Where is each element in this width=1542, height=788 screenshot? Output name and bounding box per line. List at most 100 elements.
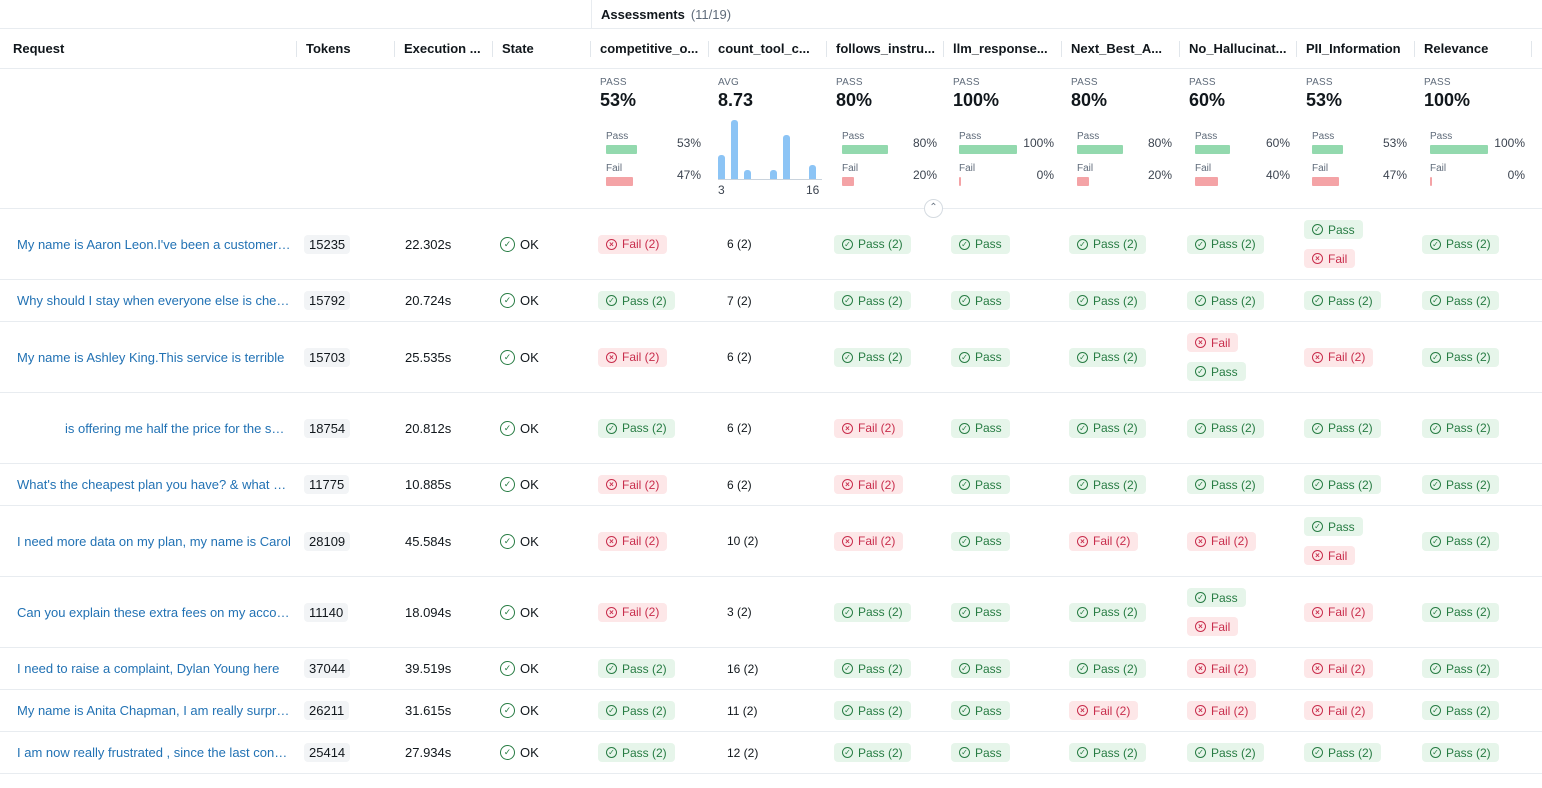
- pass-tag[interactable]: ✓ Pass (2): [598, 743, 675, 762]
- col-competitive-header[interactable]: competitive_o...: [591, 29, 709, 69]
- col-execution-header[interactable]: Execution ...: [395, 29, 493, 69]
- request-link[interactable]: What's the cheapest plan you have? & wha…: [17, 477, 291, 492]
- fail-tag[interactable]: × Fail: [1304, 546, 1356, 565]
- pass-tag[interactable]: ✓ Pass (2): [1069, 743, 1146, 762]
- col-request-header[interactable]: Request: [4, 29, 297, 69]
- pass-tag[interactable]: ✓ Pass (2): [1069, 291, 1146, 310]
- pass-tag[interactable]: ✓ Pass (2): [1422, 701, 1499, 720]
- col-relevance-header[interactable]: Relevance: [1415, 29, 1532, 69]
- pass-tag[interactable]: ✓ Pass (2): [598, 291, 675, 310]
- pass-tag[interactable]: ✓ Pass: [951, 418, 1010, 438]
- chevron-up-icon[interactable]: ⌃: [924, 199, 943, 218]
- pass-tag[interactable]: ✓ Pass (2): [1422, 234, 1499, 254]
- table-row[interactable]: I am now really frustrated , since the l…: [0, 732, 1542, 774]
- pass-tag[interactable]: ✓ Pass (2): [1069, 347, 1146, 367]
- col-llm-response-header[interactable]: llm_response...: [944, 29, 1062, 69]
- pass-tag[interactable]: ✓ Pass: [951, 475, 1010, 494]
- pass-tag[interactable]: ✓ Pass (2): [834, 234, 911, 254]
- table-row[interactable]: My name is Ashley King.This service is t…: [0, 322, 1542, 393]
- pass-tag[interactable]: ✓ Pass (2): [1422, 291, 1499, 310]
- table-row[interactable]: [0, 774, 1542, 788]
- pass-tag[interactable]: ✓ Pass: [1304, 517, 1363, 536]
- fail-tag[interactable]: × Fail (2): [1187, 701, 1257, 720]
- pass-tag[interactable]: ✓ Pass (2): [1422, 347, 1499, 367]
- pass-tag[interactable]: ✓ Pass: [951, 743, 1010, 762]
- fail-tag[interactable]: × Fail (2): [598, 234, 668, 254]
- fail-tag[interactable]: × Fail (2): [1304, 347, 1374, 367]
- request-link[interactable]: Why should I stay when everyone else is …: [17, 293, 291, 308]
- col-next-best-header[interactable]: Next_Best_A...: [1062, 29, 1180, 69]
- request-link[interactable]: is offering me half the price for the sa…: [65, 420, 291, 436]
- request-link[interactable]: My name is Ashley King.This service is t…: [17, 349, 285, 365]
- table-row[interactable]: Can you explain these extra fees on my a…: [0, 577, 1542, 648]
- col-follows-header[interactable]: follows_instru...: [827, 29, 944, 69]
- request-link[interactable]: My name is Aaron Leon.I've been a custom…: [17, 236, 291, 252]
- request-link[interactable]: I need more data on my plan, my name is …: [17, 533, 291, 549]
- table-row[interactable]: I need more data on my plan, my name is …: [0, 506, 1542, 577]
- pass-tag[interactable]: ✓ Pass (2): [1422, 475, 1499, 494]
- table-row[interactable]: My name is Anita Chapman, I am really su…: [0, 690, 1542, 732]
- fail-tag[interactable]: × Fail (2): [834, 418, 904, 438]
- col-count-tool-header[interactable]: count_tool_c...: [709, 29, 827, 69]
- pass-tag[interactable]: ✓ Pass: [1187, 362, 1246, 381]
- pass-tag[interactable]: ✓ Pass: [951, 531, 1010, 551]
- request-link[interactable]: I am now really frustrated , since the l…: [17, 745, 291, 760]
- fail-tag[interactable]: × Fail (2): [1304, 701, 1374, 720]
- pass-tag[interactable]: ✓ Pass (2): [598, 418, 675, 438]
- pass-tag[interactable]: ✓ Pass (2): [834, 659, 911, 678]
- pass-tag[interactable]: ✓ Pass (2): [598, 659, 675, 678]
- table-row[interactable]: is offering me half the price for the sa…: [0, 393, 1542, 464]
- fail-tag[interactable]: × Fail (2): [1187, 531, 1257, 551]
- pass-tag[interactable]: ✓ Pass (2): [1187, 475, 1264, 494]
- fail-tag[interactable]: × Fail (2): [598, 531, 668, 551]
- request-link[interactable]: I need to raise a complaint, Dylan Young…: [17, 661, 280, 676]
- fail-tag[interactable]: × Fail (2): [598, 347, 668, 367]
- pass-tag[interactable]: ✓ Pass (2): [834, 602, 911, 622]
- pass-tag[interactable]: ✓ Pass (2): [1187, 418, 1264, 438]
- pass-tag[interactable]: ✓ Pass (2): [1187, 291, 1264, 310]
- fail-tag[interactable]: × Fail (2): [598, 602, 668, 622]
- fail-tag[interactable]: × Fail (2): [598, 475, 668, 494]
- fail-tag[interactable]: × Fail: [1187, 333, 1239, 352]
- col-no-hallucination-header[interactable]: No_Hallucinat...: [1180, 29, 1297, 69]
- pass-tag[interactable]: ✓ Pass (2): [1069, 234, 1146, 254]
- pass-tag[interactable]: ✓ Pass (2): [1304, 743, 1381, 762]
- pass-tag[interactable]: ✓ Pass (2): [598, 701, 675, 720]
- pass-tag[interactable]: ✓ Pass: [951, 234, 1010, 254]
- pass-tag[interactable]: ✓ Pass: [1187, 588, 1246, 607]
- pass-tag[interactable]: ✓ Pass: [951, 291, 1010, 310]
- pass-tag[interactable]: ✓ Pass (2): [1422, 602, 1499, 622]
- pass-tag[interactable]: ✓ Pass (2): [1069, 475, 1146, 494]
- request-link[interactable]: Can you explain these extra fees on my a…: [17, 604, 291, 620]
- col-pii-header[interactable]: PII_Information: [1297, 29, 1415, 69]
- table-row[interactable]: I need to raise a complaint, Dylan Young…: [0, 648, 1542, 690]
- pass-tag[interactable]: ✓ Pass: [951, 347, 1010, 367]
- pass-tag[interactable]: ✓ Pass (2): [1187, 234, 1264, 254]
- fail-tag[interactable]: × Fail (2): [1069, 701, 1139, 720]
- pass-tag[interactable]: ✓ Pass (2): [834, 701, 911, 720]
- pass-tag[interactable]: ✓ Pass (2): [1422, 418, 1499, 438]
- pass-tag[interactable]: ✓ Pass (2): [1422, 531, 1499, 551]
- pass-tag[interactable]: ✓ Pass (2): [1422, 659, 1499, 678]
- fail-tag[interactable]: × Fail (2): [834, 531, 904, 551]
- fail-tag[interactable]: × Fail (2): [1069, 531, 1139, 551]
- fail-tag[interactable]: × Fail (2): [1187, 659, 1257, 678]
- table-row[interactable]: My name is Aaron Leon.I've been a custom…: [0, 209, 1542, 280]
- fail-tag[interactable]: × Fail: [1304, 249, 1356, 268]
- pass-tag[interactable]: ✓ Pass: [951, 701, 1010, 720]
- fail-tag[interactable]: × Fail (2): [834, 475, 904, 494]
- request-link[interactable]: My name is Anita Chapman, I am really su…: [17, 703, 291, 718]
- table-row[interactable]: Why should I stay when everyone else is …: [0, 280, 1542, 322]
- pass-tag[interactable]: ✓ Pass: [1304, 220, 1363, 239]
- col-tokens-header[interactable]: Tokens: [297, 29, 395, 69]
- pass-tag[interactable]: ✓ Pass (2): [834, 743, 911, 762]
- pass-tag[interactable]: ✓ Pass: [951, 659, 1010, 678]
- table-row[interactable]: What's the cheapest plan you have? & wha…: [0, 464, 1542, 506]
- pass-tag[interactable]: ✓ Pass (2): [1304, 475, 1381, 494]
- pass-tag[interactable]: ✓ Pass (2): [1422, 743, 1499, 762]
- pass-tag[interactable]: ✓ Pass (2): [834, 347, 911, 367]
- pass-tag[interactable]: ✓ Pass (2): [834, 291, 911, 310]
- fail-tag[interactable]: × Fail (2): [1304, 659, 1374, 678]
- pass-tag[interactable]: ✓ Pass (2): [1069, 418, 1146, 438]
- fail-tag[interactable]: × Fail (2): [1304, 602, 1374, 622]
